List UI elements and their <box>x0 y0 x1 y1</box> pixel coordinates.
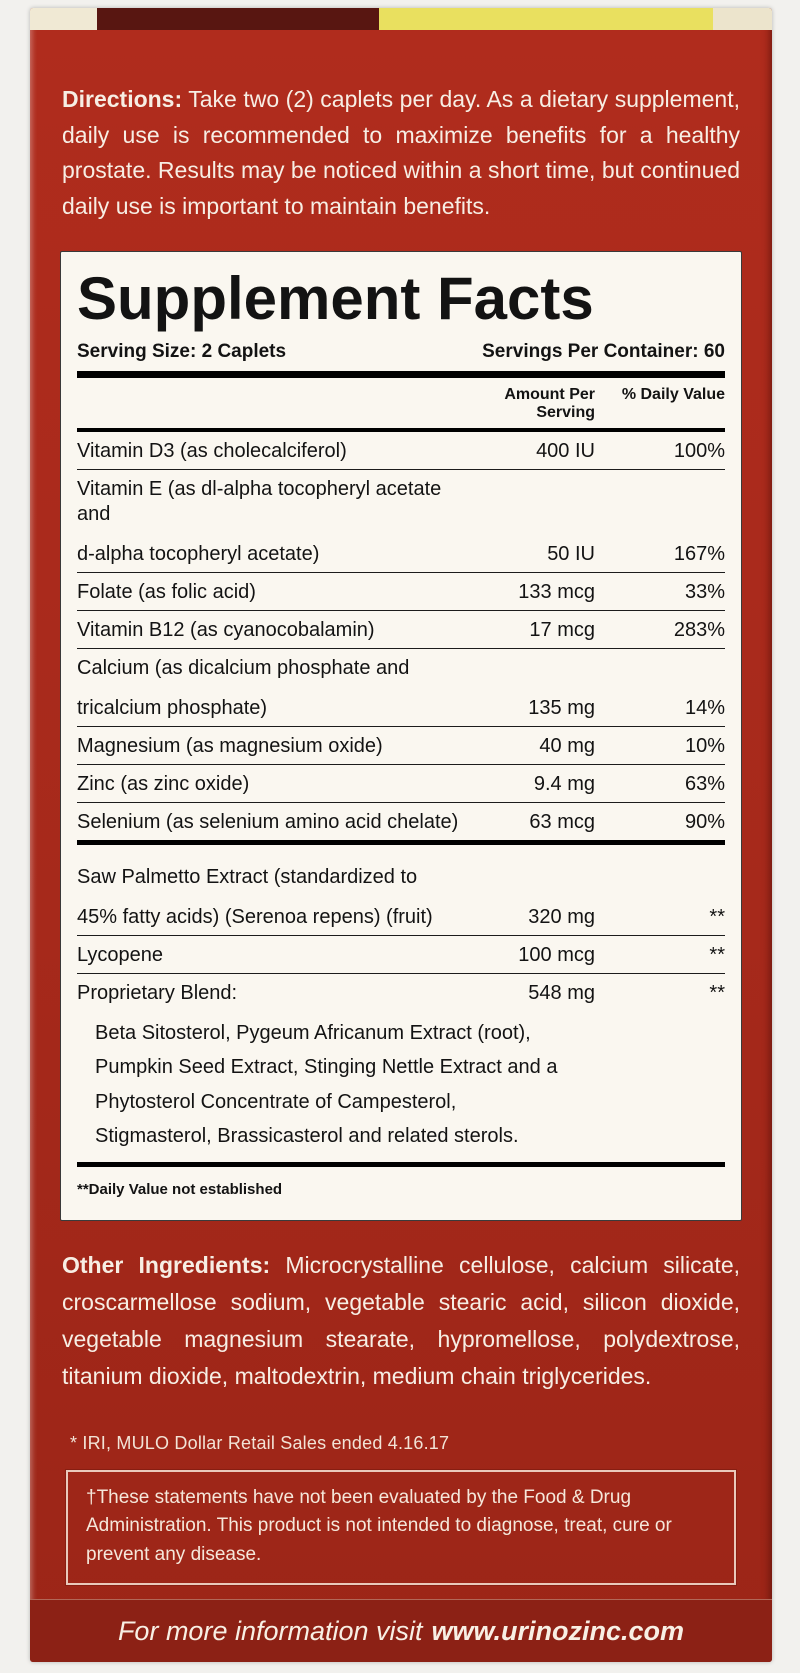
ingredient-name: Magnesium (as magnesium oxide) <box>77 734 383 757</box>
ingredient-amount: 63 mcg <box>529 810 595 833</box>
other-ingredients-text: Other Ingredients: Microcrystalline cell… <box>62 1247 740 1394</box>
supplement-facts-panel: Supplement Facts Serving Size: 2 Caplets… <box>60 250 742 1222</box>
ingredient-name: Calcium (as dicalcium phosphate and trica… <box>77 656 410 719</box>
supplement-row: Folate (as folic acid) 133 mcg 33% <box>77 573 725 611</box>
ingredient-name: Saw Palmetto Extract (standardized to 45%… <box>77 865 433 928</box>
ingredient-name: Lycopene <box>77 943 163 966</box>
supplement-row: Lycopene 100 mcg ** <box>77 936 725 974</box>
ingredient-daily-value: 283% <box>673 618 725 641</box>
ingredient-amount: 133 mcg <box>518 580 595 603</box>
supplement-row: Magnesium (as magnesium oxide) 40 mg 10% <box>77 727 725 765</box>
top-edge-cream-segment <box>712 8 772 30</box>
divider-medium <box>77 427 725 432</box>
ingredient-daily-value: 63% <box>684 772 725 795</box>
iri-sales-footnote: * IRI, MULO Dollar Retail Sales ended 4.… <box>70 1432 450 1453</box>
directions-label: Directions: <box>62 86 183 112</box>
column-header-spacer <box>77 386 475 422</box>
package-top-edge <box>30 8 772 30</box>
directions-text: Directions: Take two (2) caplets per day… <box>62 82 740 225</box>
blend-ingredients: Beta Sitosterol, Pygeum Africanum Extrac… <box>95 1021 558 1147</box>
serving-info-row: Serving Size: 2 Caplets Servings Per Con… <box>77 339 725 371</box>
supplement-row: Saw Palmetto Extract (standardized to 45%… <box>77 845 725 936</box>
top-edge-cream-segment <box>30 8 97 30</box>
ingredient-amount: 9.4 mg <box>533 772 595 795</box>
ingredient-name: Vitamin B12 (as cyanocobalamin) <box>77 618 375 641</box>
ingredient-daily-value: ** <box>709 943 725 966</box>
ingredient-amount: 135 mg <box>528 696 595 719</box>
ingredient-amount: 400 IU <box>536 439 595 462</box>
ingredient-name: Vitamin D3 (as cholecalciferol) <box>77 439 347 462</box>
fda-disclaimer-text: †These statements have not been evaluate… <box>86 1486 672 1565</box>
ingredient-daily-value: ** <box>709 981 725 1004</box>
other-ingredients-body: Microcrystalline cellulose, calcium sili… <box>62 1252 740 1389</box>
ingredient-amount: 548 mg <box>528 981 595 1004</box>
column-header-daily-value: % Daily Value <box>621 385 725 403</box>
supplement-rows: Vitamin D3 (as cholecalciferol) 400 IU 1… <box>77 432 725 1168</box>
directions-body: Take two (2) caplets per day. As a dieta… <box>62 86 740 219</box>
supplement-row: Selenium (as selenium amino acid chelate… <box>77 803 725 845</box>
ingredient-name: Selenium (as selenium amino acid chelate… <box>77 810 459 833</box>
ingredient-amount: 50 IU <box>547 542 595 565</box>
supplement-row: Calcium (as dicalcium phosphate and trica… <box>77 649 725 727</box>
servings-per-container: Servings Per Container: 60 <box>482 340 725 362</box>
ingredient-daily-value: 100% <box>673 439 725 462</box>
ingredient-daily-value: ** <box>709 905 725 928</box>
divider-thick <box>77 370 725 378</box>
footer-text: For more information visit <box>117 1615 423 1646</box>
ingredient-daily-value: 10% <box>684 734 725 757</box>
supplement-row: Vitamin E (as dl-alpha tocopheryl acetat… <box>77 470 725 573</box>
ingredient-name: Folate (as folic acid) <box>77 580 256 603</box>
column-headers: Amount Per Serving % Daily Value <box>77 378 725 428</box>
ingredient-amount: 320 mg <box>528 905 595 928</box>
supplement-row: Vitamin D3 (as cholecalciferol) 400 IU 1… <box>77 432 725 470</box>
top-edge-maroon-segment <box>96 8 379 30</box>
ingredient-name: Zinc (as zinc oxide) <box>77 772 250 795</box>
ingredient-amount: 100 mcg <box>518 943 595 966</box>
top-edge-yellow-segment <box>378 8 713 30</box>
serving-size: Serving Size: 2 Caplets <box>77 340 287 362</box>
daily-value-footnote: **Daily Value not established <box>77 1181 283 1199</box>
column-header-amount: Amount Per Serving <box>504 385 595 421</box>
ingredient-daily-value: 90% <box>684 810 725 833</box>
ingredient-daily-value: 167% <box>673 542 725 565</box>
fda-disclaimer-box: †These statements have not been evaluate… <box>65 1468 737 1586</box>
supplement-facts-title: Supplement Facts <box>77 264 594 332</box>
website-url: www.urinozinc.com <box>431 1615 685 1646</box>
ingredient-daily-value: 14% <box>684 696 725 719</box>
footer-band: For more information visit www.urinozinc… <box>30 1599 772 1662</box>
package-back-panel: Directions: Take two (2) caplets per day… <box>30 8 772 1662</box>
supplement-row: Proprietary Blend: 548 mg ** Beta Sitost… <box>77 974 725 1168</box>
supplement-row: Vitamin B12 (as cyanocobalamin) 17 mcg 2… <box>77 611 725 649</box>
ingredient-daily-value: 33% <box>684 580 725 603</box>
other-ingredients-label: Other Ingredients: <box>62 1252 271 1279</box>
supplement-row: Zinc (as zinc oxide) 9.4 mg 63% <box>77 765 725 803</box>
ingredient-name: Vitamin E (as dl-alpha tocopheryl acetat… <box>77 477 442 565</box>
ingredient-name: Proprietary Blend: <box>77 981 238 1004</box>
ingredient-amount: 17 mcg <box>529 618 595 641</box>
ingredient-amount: 40 mg <box>539 734 595 757</box>
